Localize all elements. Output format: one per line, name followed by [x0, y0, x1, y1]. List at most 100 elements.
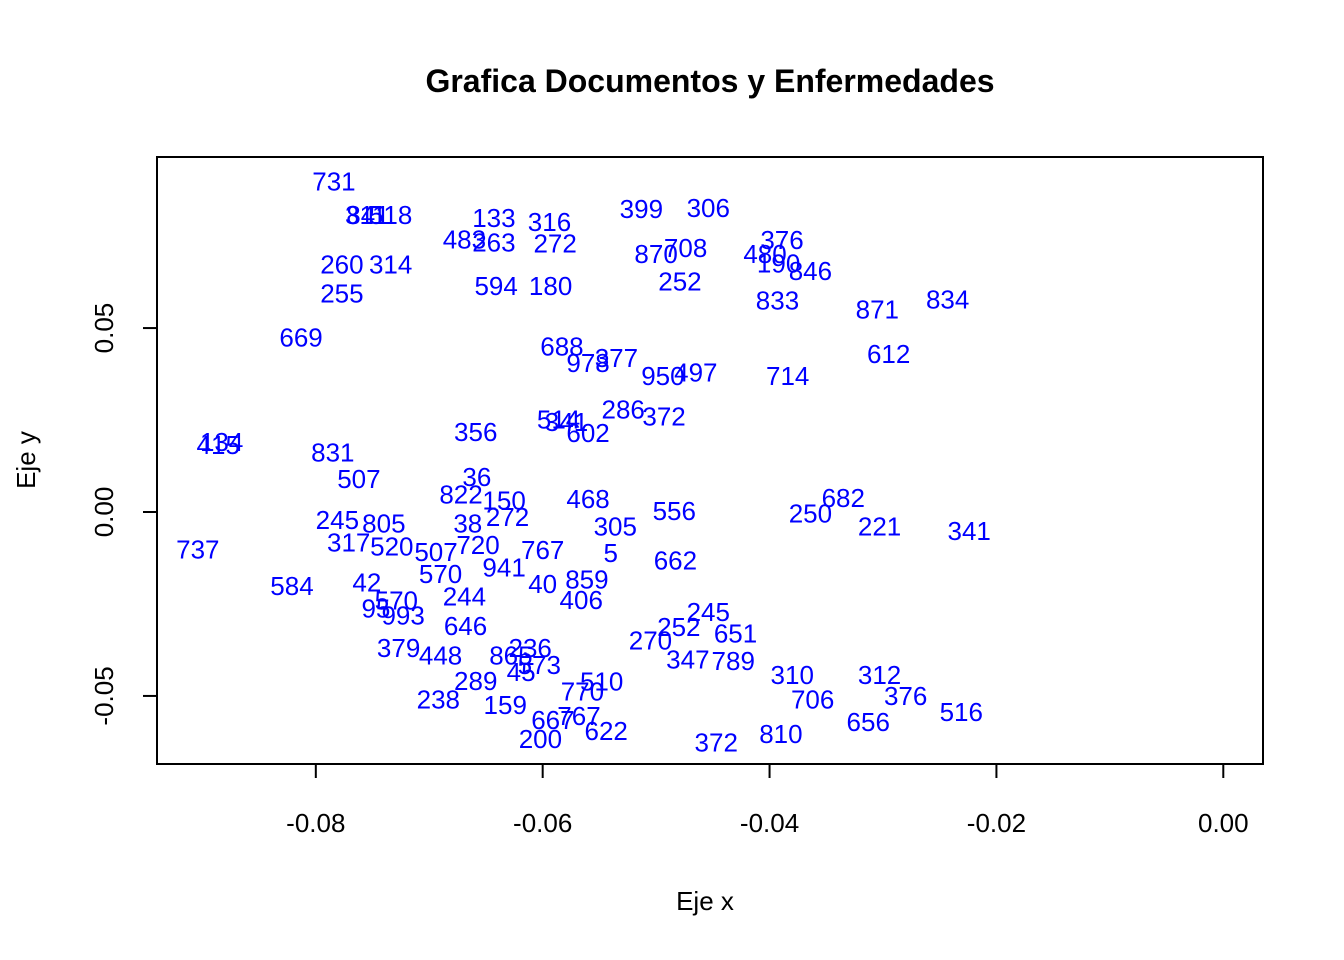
x-tick-label: -0.02: [967, 808, 1026, 838]
data-point-label: 190: [757, 248, 800, 278]
data-point-label: 372: [642, 401, 685, 431]
data-point-label: 570: [419, 559, 462, 589]
data-point-label: 252: [658, 266, 701, 296]
data-point-label: 846: [789, 256, 832, 286]
data-point-label: 260: [320, 249, 363, 279]
y-tick-label: 0.00: [89, 487, 119, 538]
data-point-label: 38: [453, 508, 482, 538]
data-point-label: 667: [531, 705, 574, 735]
data-point-label: 570: [375, 585, 418, 615]
data-point-label: 133: [472, 203, 515, 233]
data-point-label: 480: [743, 239, 786, 269]
data-point-label: 520: [370, 532, 413, 562]
data-point-label: 720: [456, 530, 499, 560]
data-point-label: 272: [486, 502, 529, 532]
data-point-label: 95: [361, 593, 390, 623]
data-point-label: 270: [629, 625, 672, 655]
data-point-label: 180: [529, 271, 572, 301]
data-point-label: 651: [714, 618, 757, 648]
y-tick-label: -0.05: [89, 666, 119, 725]
data-point-label: 448: [419, 640, 462, 670]
y-axis-label: Eje y: [11, 431, 41, 489]
data-point-label: 252: [657, 612, 700, 642]
data-point-label: 767: [557, 701, 600, 731]
data-point-label: 244: [443, 582, 486, 612]
data-point-label: 245: [316, 505, 359, 535]
x-tick-label: 0.00: [1198, 808, 1249, 838]
data-point-label: 622: [585, 716, 628, 746]
x-tick-label: -0.08: [286, 808, 345, 838]
data-point-label: 316: [528, 207, 571, 237]
data-point-label: 662: [654, 546, 697, 576]
data-point-label: 805: [362, 508, 405, 538]
data-point-label: 376: [760, 225, 803, 255]
data-point-label: 731: [312, 166, 355, 196]
data-point-label: 602: [566, 418, 609, 448]
data-point-label: 646: [444, 611, 487, 641]
data-point-label: 406: [560, 585, 603, 615]
data-point-label: 40: [528, 569, 557, 599]
data-point-label: 341: [948, 516, 991, 546]
data-point-label: 584: [270, 571, 313, 601]
data-point-label: 682: [822, 483, 865, 513]
data-point-label: 950: [641, 361, 684, 391]
data-point-label: 468: [566, 484, 609, 514]
x-tick-label: -0.06: [513, 808, 572, 838]
x-axis: -0.08 -0.06 -0.04 -0.02 0.00: [286, 763, 1249, 838]
data-point-label: 238: [417, 685, 460, 715]
data-point-label: 978: [566, 348, 609, 378]
y-axis: -0.05 0.00 0.05: [89, 303, 158, 726]
data-point-label: 245: [687, 597, 730, 627]
data-point-label: 379: [377, 633, 420, 663]
data-point-label: 871: [856, 295, 899, 325]
data-point-label: 310: [771, 660, 814, 690]
data-point-label: 255: [320, 278, 363, 308]
data-point-label: 714: [766, 361, 809, 391]
data-point-label: 150: [482, 486, 525, 516]
x-axis-label: Eje x: [676, 886, 734, 916]
data-point-label: 377: [595, 343, 638, 373]
data-point-label: 507: [414, 537, 457, 567]
data-point-label: 221: [858, 511, 901, 541]
data-point-label: 347: [666, 645, 709, 675]
chart-title: Grafica Documentos y Enfermedades: [425, 63, 994, 99]
data-point-label: 42: [352, 567, 381, 597]
data-point-label: 236: [509, 633, 552, 663]
x-tick-label: -0.04: [740, 808, 799, 838]
data-point-label: 289: [454, 666, 497, 696]
data-point-label: 737: [176, 535, 219, 565]
data-point-label: 134: [200, 427, 243, 457]
data-point-label: 688: [540, 331, 583, 361]
data-point-label: 612: [867, 339, 910, 369]
data-point-label: 941: [482, 553, 525, 583]
data-point-label: 159: [484, 690, 527, 720]
y-tick-label: 0.05: [89, 303, 119, 354]
data-point-label: 865: [489, 640, 532, 670]
data-point-label: 510: [580, 667, 623, 697]
data-point-label: 200: [519, 724, 562, 754]
data-point-label: 356: [454, 417, 497, 447]
data-point-label: 669: [279, 323, 322, 353]
data-point-label: 483: [443, 224, 486, 254]
data-point-label: 822: [439, 480, 482, 510]
data-point-label: 317: [327, 528, 370, 558]
data-point-label: 789: [712, 646, 755, 676]
data-point-label: 859: [565, 565, 608, 595]
data-point-label: 841: [346, 200, 389, 230]
data-point-label: 5: [604, 538, 618, 568]
data-point-label: 573: [518, 650, 561, 680]
data-point-label: 993: [381, 600, 424, 630]
data-point-label: 706: [791, 685, 834, 715]
data-point-label: 311: [345, 200, 386, 230]
data-point-label: 305: [594, 512, 637, 542]
data-point-label: 341: [545, 407, 588, 437]
data-point-label: 415: [197, 430, 240, 460]
data-point-label: 507: [337, 464, 380, 494]
data-point-label: 306: [687, 193, 730, 223]
data-point-label: 263: [472, 227, 515, 257]
data-point-label: 831: [311, 437, 354, 467]
data-point-label: 286: [602, 395, 645, 425]
data-point-label: 518: [369, 200, 412, 230]
data-point-label: 708: [664, 233, 707, 263]
